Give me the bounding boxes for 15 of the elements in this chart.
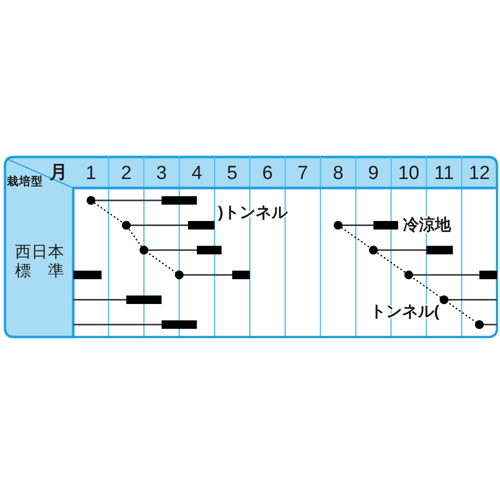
x-tick-label: 5 [226,163,238,184]
x-tick-label: 2 [120,163,132,184]
x-tick-label: 9 [368,163,379,184]
x-tick-label: 7 [298,163,308,184]
x-tick-label: 3 [156,163,167,184]
xlabel: 月 [49,162,68,182]
x-tick-label: 11 [434,163,454,184]
x-tick-label: 1 [86,163,96,184]
x-tick-label: 10 [398,163,420,184]
annotation: 西日本標準 [15,242,64,280]
x-tick-label: 12 [468,163,490,184]
x-tick-label: 4 [192,163,202,184]
x-tick-label: 6 [262,163,273,184]
x-tick-label: 8 [332,163,344,184]
ylabel: 栽培型 [7,176,43,188]
